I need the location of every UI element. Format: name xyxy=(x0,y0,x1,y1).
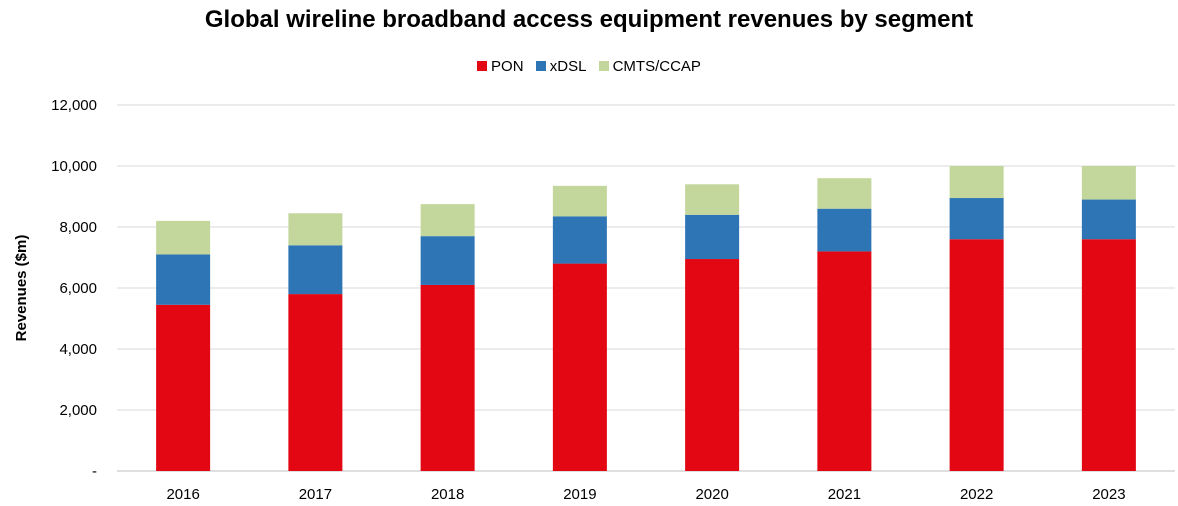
bar-cmts-ccap-2017 xyxy=(288,213,343,246)
y-tick-label: 10,000 xyxy=(51,158,97,175)
legend-label-xdsl: xDSL xyxy=(549,58,587,75)
bar-xdsl-2019 xyxy=(552,216,607,264)
bar-xdsl-2020 xyxy=(685,214,740,260)
legend-swatch-pon xyxy=(477,61,488,71)
x-tick-label: 2016 xyxy=(166,486,199,503)
bar-pon-2021 xyxy=(817,251,872,471)
bar-xdsl-2017 xyxy=(288,245,343,295)
y-tick-label: 6,000 xyxy=(59,280,97,297)
bar-pon-2018 xyxy=(420,284,475,471)
x-tick-label: 2019 xyxy=(563,486,596,503)
legend-label-pon: PON xyxy=(491,58,524,75)
legend: PON xDSL CMTS/CCAP xyxy=(0,58,1178,75)
x-tick-label: 2018 xyxy=(431,486,464,503)
bars xyxy=(156,166,1136,471)
bar-xdsl-2018 xyxy=(420,236,475,285)
bar-cmts-ccap-2022 xyxy=(949,166,1004,199)
y-tick-label: - xyxy=(92,463,97,480)
bar-pon-2023 xyxy=(1081,239,1136,471)
bar-cmts-ccap-2023 xyxy=(1081,166,1136,200)
bar-xdsl-2022 xyxy=(949,198,1004,240)
x-tick-label: 2017 xyxy=(299,486,332,503)
y-tick-label: 4,000 xyxy=(59,341,97,358)
legend-swatch-cmts-ccap xyxy=(598,61,609,71)
bar-cmts-ccap-2018 xyxy=(420,204,475,237)
x-axis-ticks: 2016 2017 2018 2019 2020 2021 2022 2023 xyxy=(166,486,1125,503)
bar-xdsl-2021 xyxy=(817,208,872,252)
x-tick-label: 2023 xyxy=(1092,486,1125,503)
bar-cmts-ccap-2016 xyxy=(156,220,211,255)
legend-label-cmts-ccap: CMTS/CCAP xyxy=(612,58,701,75)
y-tick-label: 2,000 xyxy=(59,402,97,419)
x-tick-label: 2020 xyxy=(695,486,728,503)
x-tick-label: 2022 xyxy=(960,486,993,503)
legend-item-cmts-ccap: CMTS/CCAP xyxy=(598,58,701,75)
y-tick-label: 8,000 xyxy=(59,219,97,236)
gridlines xyxy=(117,104,1175,472)
y-axis-title: Revenues ($m) xyxy=(13,235,30,342)
bar-pon-2019 xyxy=(552,263,607,471)
bar-pon-2020 xyxy=(685,259,740,471)
chart-title: Global wireline broadband access equipme… xyxy=(204,6,974,33)
bar-cmts-ccap-2019 xyxy=(552,185,607,217)
bar-cmts-ccap-2020 xyxy=(685,184,740,215)
bar-pon-2016 xyxy=(156,304,211,471)
y-tick-label: 12,000 xyxy=(51,97,97,114)
bar-cmts-ccap-2021 xyxy=(817,178,872,209)
bar-pon-2022 xyxy=(949,239,1004,471)
bar-xdsl-2023 xyxy=(1081,199,1136,240)
y-axis-ticks: - 2,000 4,000 6,000 8,000 10,000 12,000 xyxy=(51,97,97,480)
legend-item-pon: PON xyxy=(477,58,524,75)
bar-xdsl-2016 xyxy=(156,254,211,305)
legend-swatch-xdsl xyxy=(535,61,546,71)
bar-pon-2017 xyxy=(288,294,343,471)
x-tick-label: 2021 xyxy=(828,486,861,503)
legend-item-xdsl: xDSL xyxy=(535,58,587,75)
